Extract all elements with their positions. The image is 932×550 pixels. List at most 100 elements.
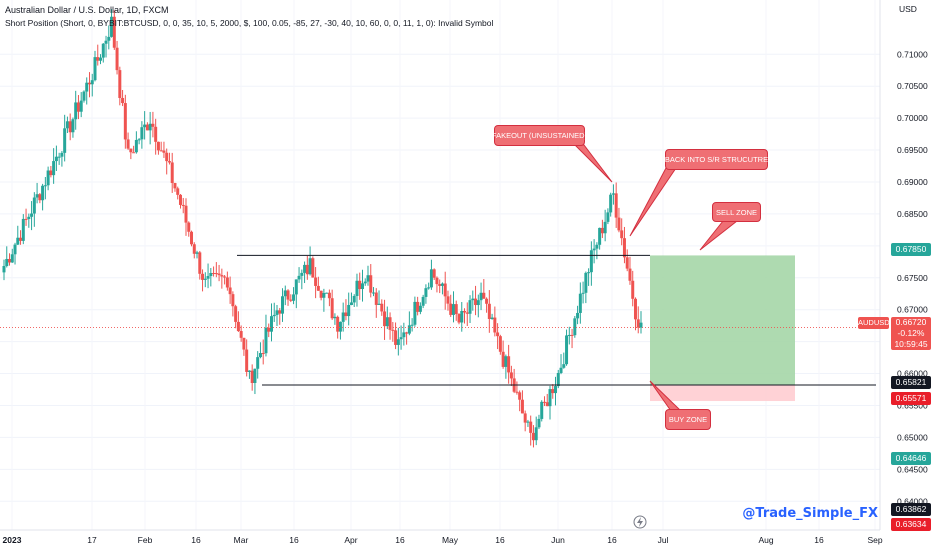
candle-body bbox=[388, 317, 392, 330]
candle-body bbox=[526, 421, 530, 423]
candle-body bbox=[201, 273, 205, 280]
candle-body bbox=[21, 218, 25, 241]
candle-body bbox=[68, 121, 72, 133]
candle-body bbox=[294, 279, 298, 295]
annotation-fakeout[interactable]: FAKEOUT (UNSUSTAINED) bbox=[492, 125, 587, 146]
candle-body bbox=[242, 337, 246, 350]
candle-body bbox=[264, 327, 268, 354]
profit-zone bbox=[650, 255, 795, 386]
price-tick-label: 0.65500 bbox=[897, 400, 928, 410]
candle-body bbox=[567, 334, 571, 336]
time-tick-label: Jun bbox=[551, 535, 565, 545]
candle-body bbox=[338, 321, 342, 332]
candle-body bbox=[352, 295, 356, 303]
time-tick-label: 16 bbox=[814, 535, 824, 545]
candle-body bbox=[267, 327, 271, 332]
annotation-sell-zone[interactable]: SELL ZONE bbox=[712, 202, 761, 222]
price-axis[interactable]: 0.71000 0.70500 0.70000 0.69500 0.69000 0.685… bbox=[879, 0, 928, 530]
candle-body bbox=[137, 139, 141, 141]
candle-body bbox=[250, 370, 254, 383]
candle-body bbox=[479, 292, 483, 301]
candle-body bbox=[449, 303, 453, 315]
candle-body bbox=[578, 293, 582, 313]
candle-body bbox=[258, 353, 262, 358]
candle-body bbox=[245, 349, 249, 372]
candle-body bbox=[636, 319, 640, 328]
candle-body bbox=[537, 418, 541, 428]
candle-body bbox=[10, 254, 14, 263]
candle-body bbox=[110, 16, 114, 37]
candle-body bbox=[407, 325, 411, 334]
candle-body bbox=[349, 302, 353, 305]
time-axis[interactable]: 2023 17 Feb 16 Mar 16 Apr 16 May 16 Jun 16 Jul Aug 16 S… bbox=[0, 529, 883, 545]
candle-body bbox=[611, 193, 615, 195]
candle-body bbox=[383, 311, 387, 327]
candle-body bbox=[427, 287, 431, 289]
candle-body bbox=[330, 298, 334, 319]
candle-body bbox=[303, 264, 307, 273]
time-tick-label: Apr bbox=[344, 535, 357, 545]
indicator-legend[interactable]: Short Position (Short, 0, BYBIT:BTCUSD, … bbox=[5, 18, 494, 28]
candle-body bbox=[493, 317, 497, 333]
candle-body bbox=[496, 332, 500, 337]
lightning-icon[interactable] bbox=[633, 515, 647, 529]
candle-body bbox=[269, 316, 273, 332]
candle-body bbox=[358, 280, 362, 290]
candle-body bbox=[592, 248, 596, 251]
candle-body bbox=[542, 401, 546, 403]
candle-body bbox=[198, 252, 202, 274]
candle-body bbox=[598, 227, 602, 245]
candle-body bbox=[589, 250, 593, 273]
candle-body bbox=[275, 310, 279, 315]
chart-title: Australian Dollar / U.S. Dollar, 1D, FXC… bbox=[5, 5, 169, 15]
candle-body bbox=[63, 128, 67, 153]
candle-body bbox=[71, 119, 75, 133]
candle-body bbox=[239, 331, 243, 338]
candle-body bbox=[32, 197, 36, 214]
candle-body bbox=[178, 194, 182, 205]
candle-body bbox=[413, 301, 417, 325]
candle-body bbox=[289, 299, 293, 301]
price-tag-1: 0.63862 bbox=[891, 503, 931, 516]
price-tick-label: 0.70500 bbox=[897, 81, 928, 91]
price-tick-label: 0.68500 bbox=[897, 209, 928, 219]
candle-body bbox=[308, 258, 312, 275]
candle-body bbox=[498, 336, 502, 352]
candle-body bbox=[223, 276, 227, 278]
price-tick-label: 0.66000 bbox=[897, 369, 928, 379]
symbol-tag: AUDUSD bbox=[858, 317, 890, 329]
candle-body bbox=[46, 170, 50, 186]
candle-body bbox=[474, 298, 478, 306]
candle-body bbox=[52, 161, 56, 176]
candle-body bbox=[424, 288, 428, 297]
candle-body bbox=[115, 47, 119, 71]
candle-body bbox=[363, 281, 367, 284]
candle-body bbox=[465, 312, 469, 314]
candle-body bbox=[617, 217, 621, 231]
candle-body bbox=[322, 292, 326, 298]
candle-body bbox=[576, 312, 580, 319]
candle-body bbox=[49, 170, 53, 176]
candle-body bbox=[170, 162, 174, 184]
candle-body bbox=[253, 368, 257, 383]
candle-body bbox=[501, 351, 505, 367]
candle-body bbox=[471, 298, 475, 301]
annotation-buy-zone[interactable]: BUY ZONE bbox=[665, 409, 711, 430]
candle-body bbox=[529, 421, 533, 433]
candle-body bbox=[325, 292, 329, 294]
candle-body bbox=[190, 231, 194, 245]
candle-body bbox=[504, 356, 508, 367]
candle-body bbox=[620, 230, 624, 239]
candle-body bbox=[391, 329, 395, 331]
time-tick-label: Feb bbox=[138, 535, 153, 545]
annotation-back-into-structure[interactable]: BACK INTO S/R STRUCUTRE bbox=[665, 149, 768, 170]
price-tick-label: 0.67500 bbox=[897, 273, 928, 283]
candle-body bbox=[220, 275, 224, 277]
candle-body bbox=[74, 102, 78, 120]
candle-body bbox=[573, 318, 577, 336]
candle-body bbox=[41, 185, 45, 201]
candle-body bbox=[421, 296, 425, 306]
candle-body bbox=[231, 294, 235, 307]
candle-body bbox=[446, 296, 450, 304]
